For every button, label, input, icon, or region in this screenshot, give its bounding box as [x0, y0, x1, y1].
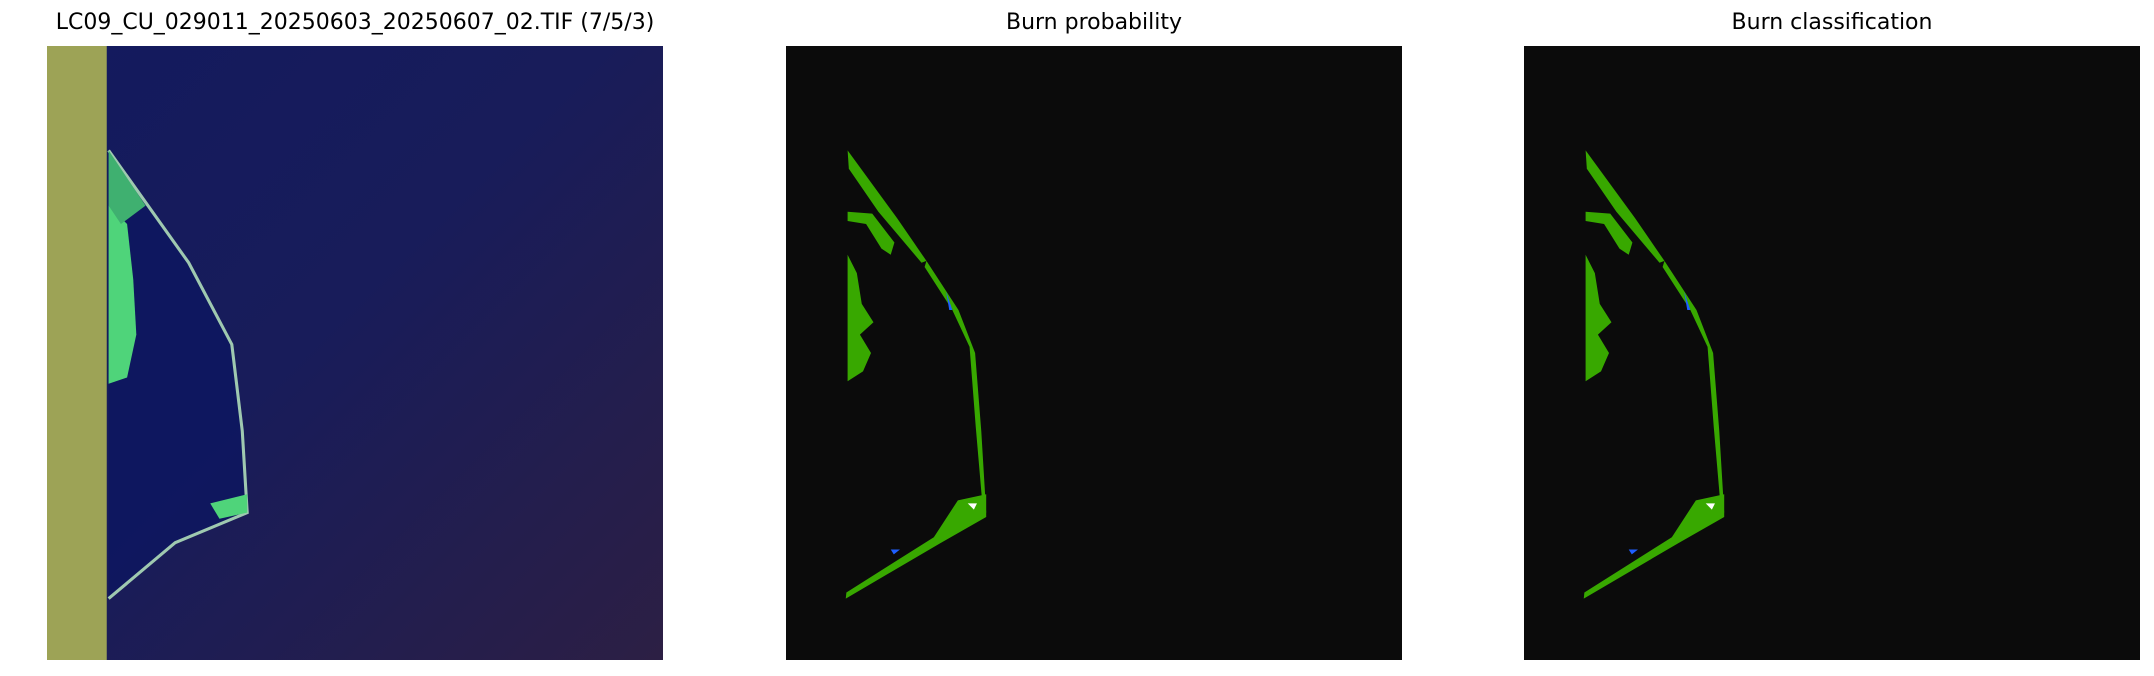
- burn-probability-map: [786, 46, 1402, 660]
- title-burn-classification: Burn classification: [1731, 10, 1933, 35]
- burn-area-west: [1585, 254, 1612, 382]
- nodata-strip: [47, 46, 107, 660]
- burn-area-north: [847, 150, 927, 263]
- white-pixels: [1705, 503, 1715, 510]
- vegetation-patch: [210, 494, 248, 519]
- burn-area-north: [1585, 150, 1665, 263]
- burn-area-patch: [1585, 211, 1633, 255]
- burn-area-south: [845, 494, 987, 599]
- white-pixels: [967, 503, 977, 510]
- burn-area-west: [847, 254, 874, 382]
- title-composite: LC09_CU_029011_20250603_20250607_02.TIF …: [55, 10, 655, 35]
- map-background: [1524, 46, 2140, 660]
- burn-area-coast: [1662, 260, 1725, 513]
- burn-area-coast: [924, 260, 987, 513]
- vegetation-upper: [108, 150, 146, 225]
- title-burn-probability: Burn probability: [1005, 10, 1182, 35]
- deep-water: [108, 150, 248, 599]
- burn-area-south: [1583, 494, 1725, 599]
- burn-classification-map: [1524, 46, 2140, 660]
- composite-image: [47, 46, 663, 660]
- vegetation-island: [108, 205, 137, 384]
- burn-classification-panel: [1524, 46, 2140, 660]
- burn-probability-panel: [786, 46, 1402, 660]
- composite-image-panel: [47, 46, 663, 660]
- burn-area-patch: [847, 211, 895, 255]
- map-background: [786, 46, 1402, 660]
- barrier-island: [107, 149, 249, 600]
